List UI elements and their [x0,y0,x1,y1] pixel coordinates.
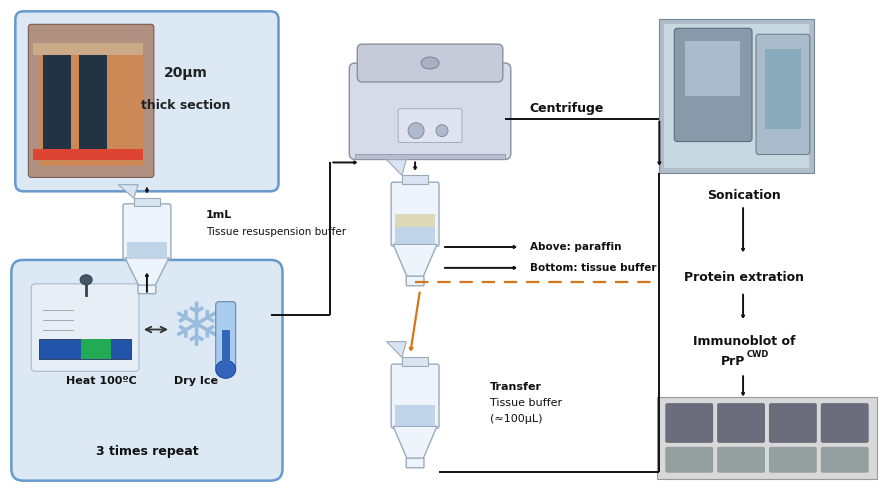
Text: Tissue buffer: Tissue buffer [490,398,562,408]
FancyBboxPatch shape [123,204,171,260]
Text: PrP: PrP [721,355,746,368]
FancyBboxPatch shape [391,182,439,246]
FancyBboxPatch shape [406,458,424,468]
Bar [395,227,435,245]
Text: Immunoblot of: Immunoblot of [693,335,796,348]
Text: (≈100μL): (≈100μL) [490,414,542,424]
Ellipse shape [408,123,424,139]
Text: Dry Ice: Dry Ice [173,376,218,386]
Text: CWD: CWD [747,350,769,359]
Bar [133,198,160,206]
Text: Sonication: Sonication [707,189,781,202]
Bar [664,24,809,168]
Bar [356,154,505,159]
Bar [33,43,143,55]
Polygon shape [393,426,437,459]
Polygon shape [125,258,169,286]
FancyBboxPatch shape [391,364,439,428]
FancyBboxPatch shape [138,285,156,294]
Ellipse shape [216,360,236,378]
Bar [765,49,801,129]
FancyBboxPatch shape [216,302,236,369]
Text: Above: paraffin: Above: paraffin [530,242,621,252]
FancyBboxPatch shape [665,447,713,473]
Text: Protein extration: Protein extration [684,271,804,284]
Text: Tissue resuspension buffer: Tissue resuspension buffer [205,227,346,237]
Bar [395,405,435,426]
FancyBboxPatch shape [406,276,424,286]
Bar [395,214,435,227]
Polygon shape [393,245,437,277]
Bar [127,242,167,258]
Bar [81,339,111,359]
Bar [79,53,107,156]
Bar [660,19,813,173]
FancyBboxPatch shape [665,403,713,443]
Bar [221,330,229,369]
Bar [657,397,877,479]
FancyBboxPatch shape [769,403,817,443]
FancyBboxPatch shape [821,403,869,443]
Text: 1mL: 1mL [205,210,232,220]
Text: Transfer: Transfer [490,382,542,392]
FancyBboxPatch shape [28,24,154,178]
Bar [685,41,740,96]
Text: thick section: thick section [141,99,230,112]
FancyBboxPatch shape [674,28,752,142]
Text: 20μm: 20μm [164,66,208,80]
Polygon shape [387,341,406,357]
Text: Heat 100ºC: Heat 100ºC [66,376,136,386]
Bar [402,176,428,184]
Bar [39,339,131,359]
FancyBboxPatch shape [821,447,869,473]
Polygon shape [387,159,406,176]
Bar [33,149,143,160]
Text: Centrifuge: Centrifuge [530,102,605,115]
Ellipse shape [80,275,92,285]
FancyBboxPatch shape [717,403,765,443]
FancyBboxPatch shape [756,34,810,154]
Polygon shape [118,184,138,198]
Bar [402,357,428,366]
FancyBboxPatch shape [357,44,503,82]
FancyBboxPatch shape [398,109,462,143]
Ellipse shape [436,124,448,137]
Bar [44,53,71,156]
Text: Bottom: tissue buffer: Bottom: tissue buffer [530,263,656,273]
FancyBboxPatch shape [349,63,511,159]
Text: 3 times repeat: 3 times repeat [96,445,198,459]
FancyBboxPatch shape [717,447,765,473]
FancyBboxPatch shape [769,447,817,473]
FancyBboxPatch shape [15,11,278,191]
Bar [39,43,143,166]
Text: ❄: ❄ [170,300,221,359]
Ellipse shape [421,57,439,69]
FancyBboxPatch shape [12,260,283,481]
FancyBboxPatch shape [31,284,139,371]
